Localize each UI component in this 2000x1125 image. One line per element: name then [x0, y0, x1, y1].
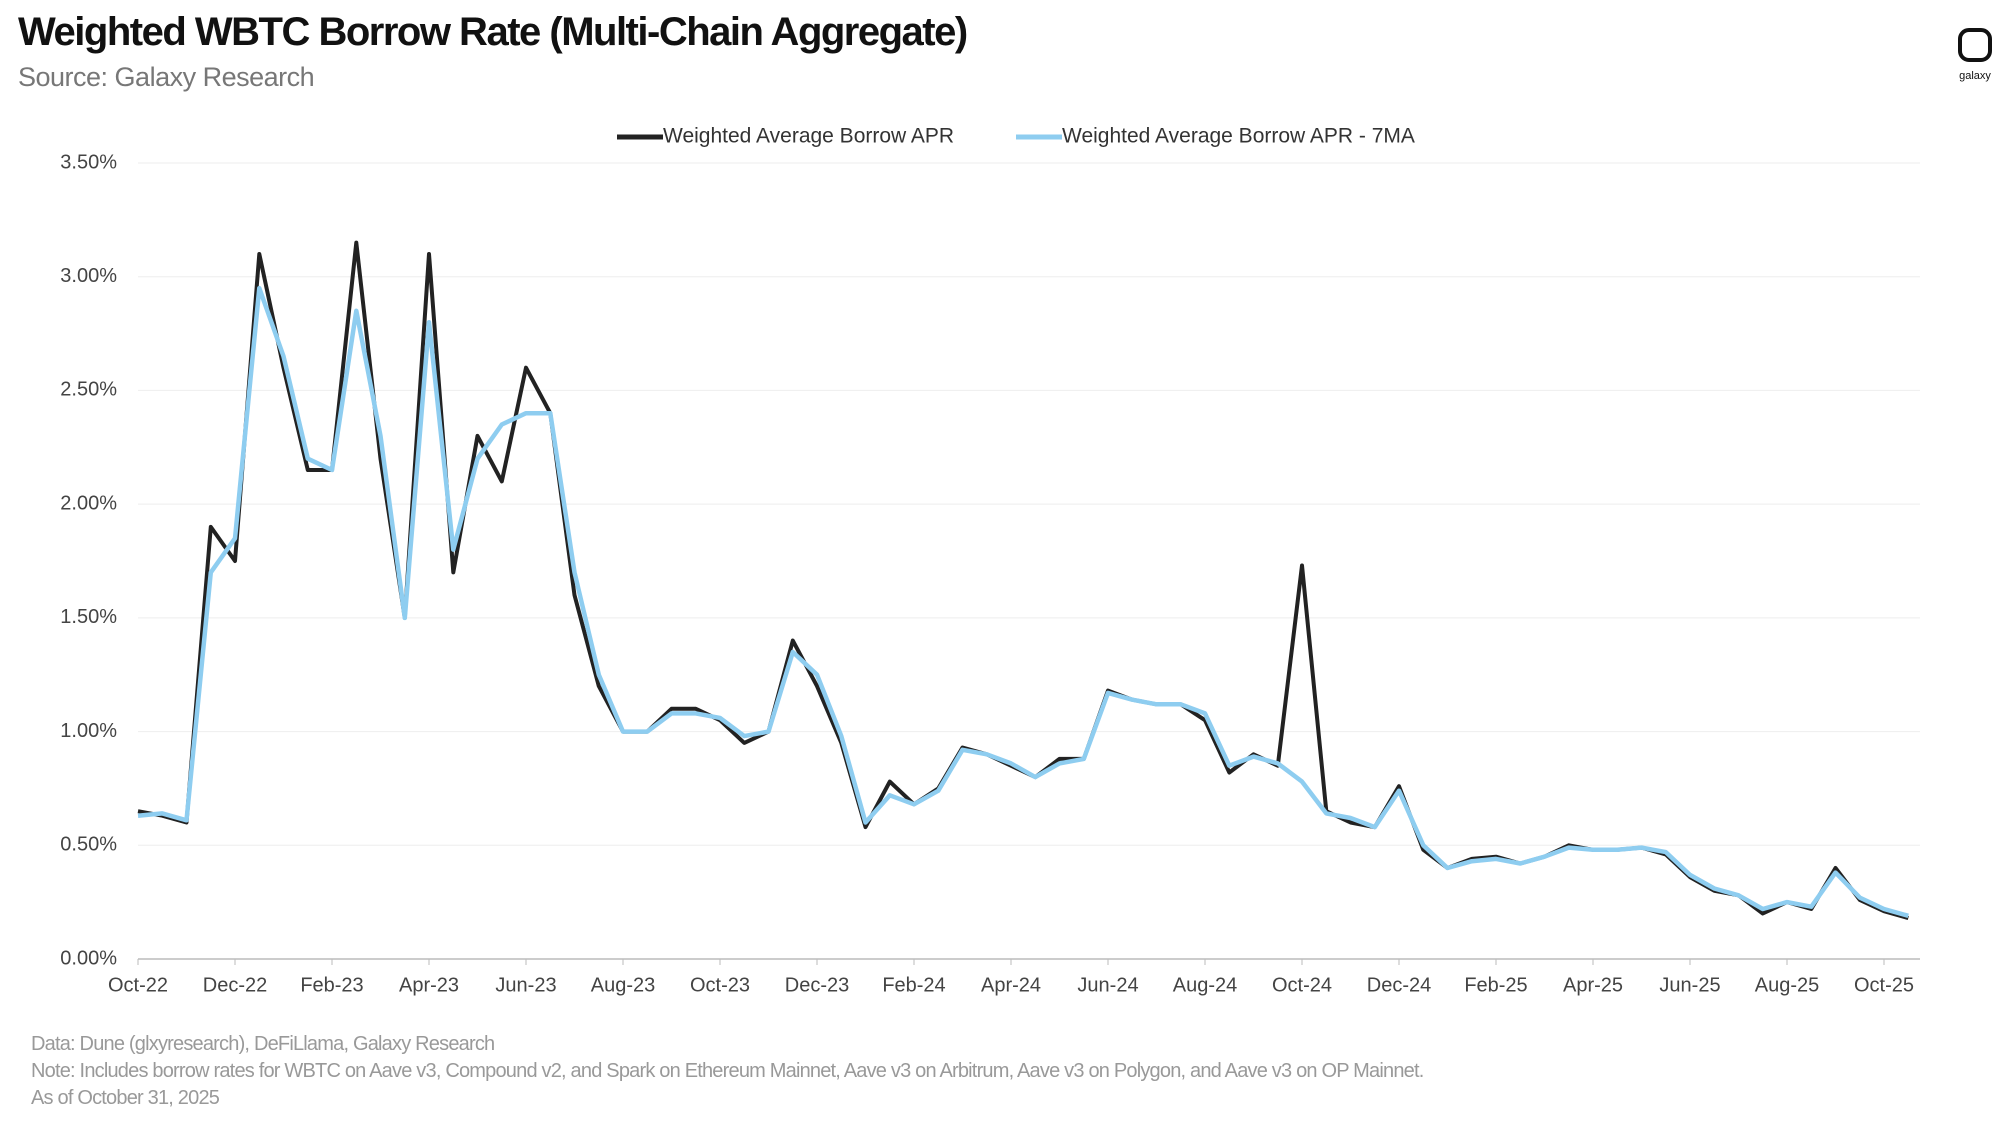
y-tick-label: 1.50% — [60, 606, 117, 628]
footer-date: As of October 31, 2025 — [31, 1087, 220, 1109]
subtitle: Source: Galaxy Research — [18, 62, 315, 92]
y-tick-label: 2.00% — [60, 492, 117, 514]
footer-note: Note: Includes borrow rates for WBTC on … — [31, 1060, 1424, 1082]
legend-label: Weighted Average Borrow APR — [663, 125, 954, 148]
legend-label: Weighted Average Borrow APR - 7MA — [1062, 125, 1415, 148]
logo-text: galaxy — [1959, 70, 1991, 82]
x-tick-label: Jun-23 — [495, 974, 556, 996]
x-tick-label: Dec-24 — [1367, 974, 1431, 996]
x-tick-label: Oct-25 — [1854, 974, 1914, 996]
x-tick-label: Feb-25 — [1464, 974, 1527, 996]
x-tick-label: Apr-24 — [981, 974, 1041, 996]
series-line — [137, 285, 1909, 918]
footer-source: Data: Dune (glxyresearch), DeFiLlama, Ga… — [31, 1033, 495, 1055]
x-tick-label: Feb-23 — [300, 974, 363, 996]
x-tick-label: Aug-24 — [1173, 974, 1238, 996]
x-tick-label: Aug-23 — [591, 974, 656, 996]
x-tick-label: Apr-25 — [1563, 974, 1623, 996]
x-tick-label: Feb-24 — [882, 974, 945, 996]
series-line — [137, 240, 1909, 921]
y-tick-label: 3.50% — [60, 151, 117, 173]
logo-mark — [1958, 28, 1992, 62]
x-tick-label: Jun-24 — [1077, 974, 1138, 996]
y-tick-label: 2.50% — [60, 379, 117, 401]
x-tick-label: Dec-22 — [203, 974, 267, 996]
x-tick-label: Aug-25 — [1755, 974, 1820, 996]
x-tick-label: Dec-23 — [785, 974, 849, 996]
y-tick-label: 0.00% — [60, 947, 117, 969]
x-tick-label: Oct-23 — [690, 974, 750, 996]
title: Weighted WBTC Borrow Rate (Multi-Chain A… — [18, 10, 968, 54]
y-tick-label: 0.50% — [60, 834, 117, 856]
y-tick-label: 3.00% — [60, 265, 117, 287]
x-tick-label: Jun-25 — [1659, 974, 1720, 996]
x-tick-label: Oct-22 — [108, 974, 168, 996]
x-tick-label: Oct-24 — [1272, 974, 1332, 996]
x-tick-label: Apr-23 — [399, 974, 459, 996]
y-tick-label: 1.00% — [60, 720, 117, 742]
